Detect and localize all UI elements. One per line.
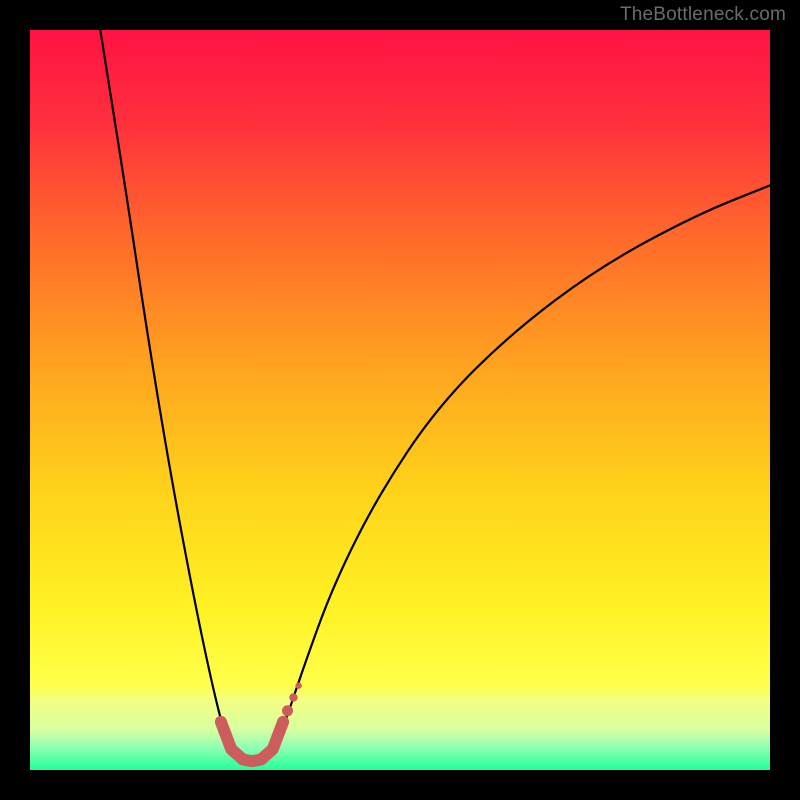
watermark-text: TheBottleneck.com	[620, 4, 786, 26]
plot-area	[30, 30, 770, 770]
bottleneck-curve	[100, 30, 770, 763]
bottom-u-marker	[221, 722, 283, 761]
chart-viewport: TheBottleneck.com	[0, 0, 800, 800]
marker-dots	[282, 682, 302, 716]
chart-overlay	[30, 30, 770, 770]
